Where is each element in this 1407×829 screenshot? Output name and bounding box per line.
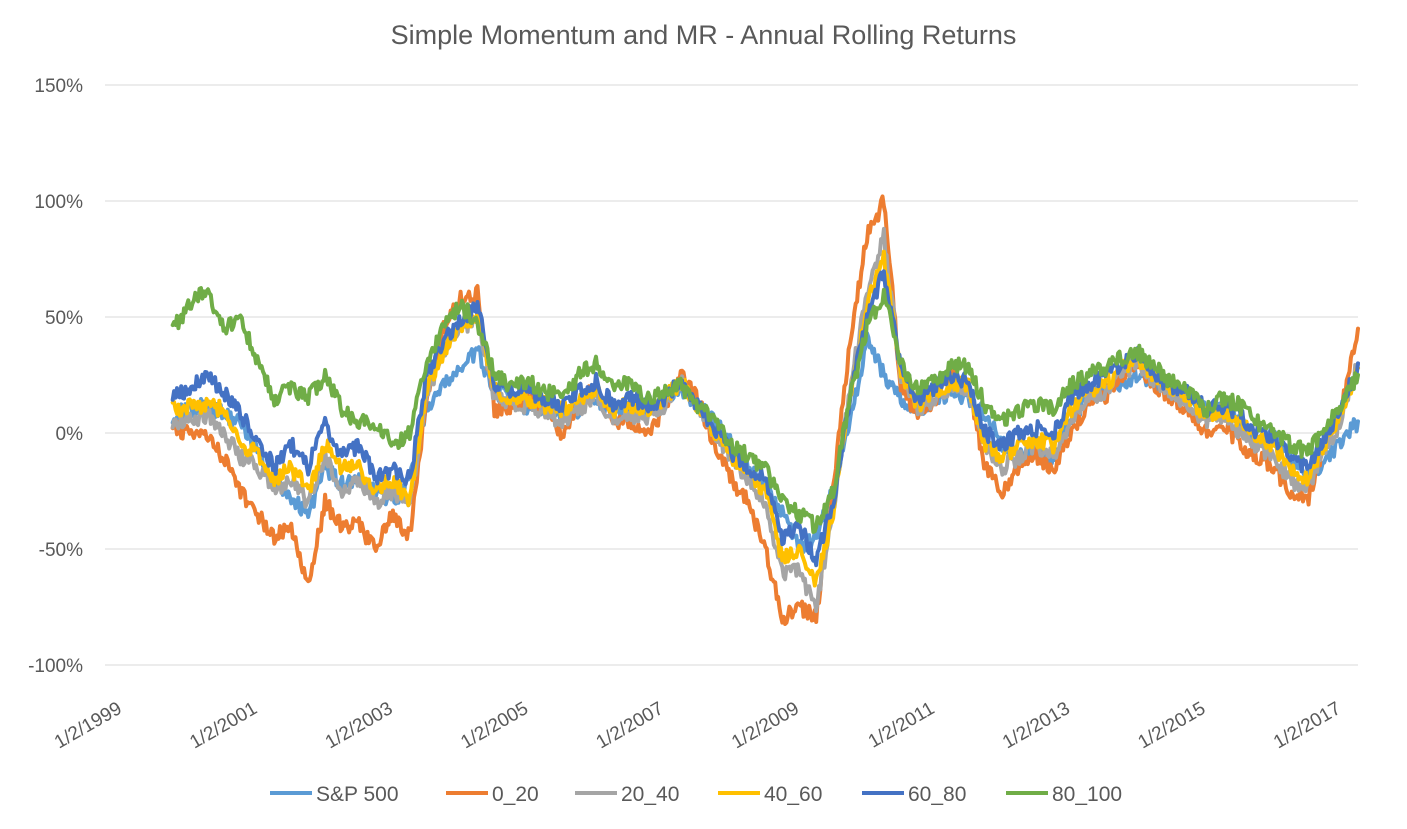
legend-label: 60_80 — [908, 783, 966, 806]
series-line-20-40 — [170, 226, 1360, 614]
x-tick-label: 1/2/2011 — [865, 698, 938, 752]
legend-label: 20_40 — [621, 783, 679, 806]
x-tick-label: 1/2/2009 — [728, 698, 803, 753]
legend-label: 0_20 — [492, 783, 539, 806]
legend-label: 80_100 — [1052, 783, 1122, 806]
y-tick-label: 100% — [34, 192, 83, 213]
legend-label: 40_60 — [764, 783, 822, 806]
x-tick-label: 1/2/2007 — [593, 698, 668, 753]
series-line-s-p-500 — [170, 331, 1360, 554]
y-tick-label: -100% — [28, 656, 83, 677]
x-tick-label: 1/2/2001 — [186, 698, 261, 753]
x-tick-label: 1/2/1999 — [51, 698, 126, 753]
legend-label: S&P 500 — [316, 783, 399, 806]
x-tick-label: 1/2/2013 — [999, 698, 1074, 753]
x-tick-label: 1/2/2015 — [1135, 698, 1210, 753]
x-tick-label: 1/2/2003 — [322, 698, 397, 753]
y-tick-label: 150% — [34, 76, 83, 97]
chart-title: Simple Momentum and MR - Annual Rolling … — [390, 20, 1017, 50]
y-tick-label: 50% — [45, 308, 83, 329]
series-line-0-20 — [170, 194, 1360, 626]
y-tick-label: -50% — [39, 540, 83, 561]
y-tick-label: 0% — [56, 424, 84, 445]
x-tick-label: 1/2/2017 — [1270, 698, 1345, 753]
series-line-80-100 — [170, 286, 1360, 534]
series-line-60-80 — [170, 269, 1360, 568]
x-tick-label: 1/2/2005 — [457, 698, 532, 753]
